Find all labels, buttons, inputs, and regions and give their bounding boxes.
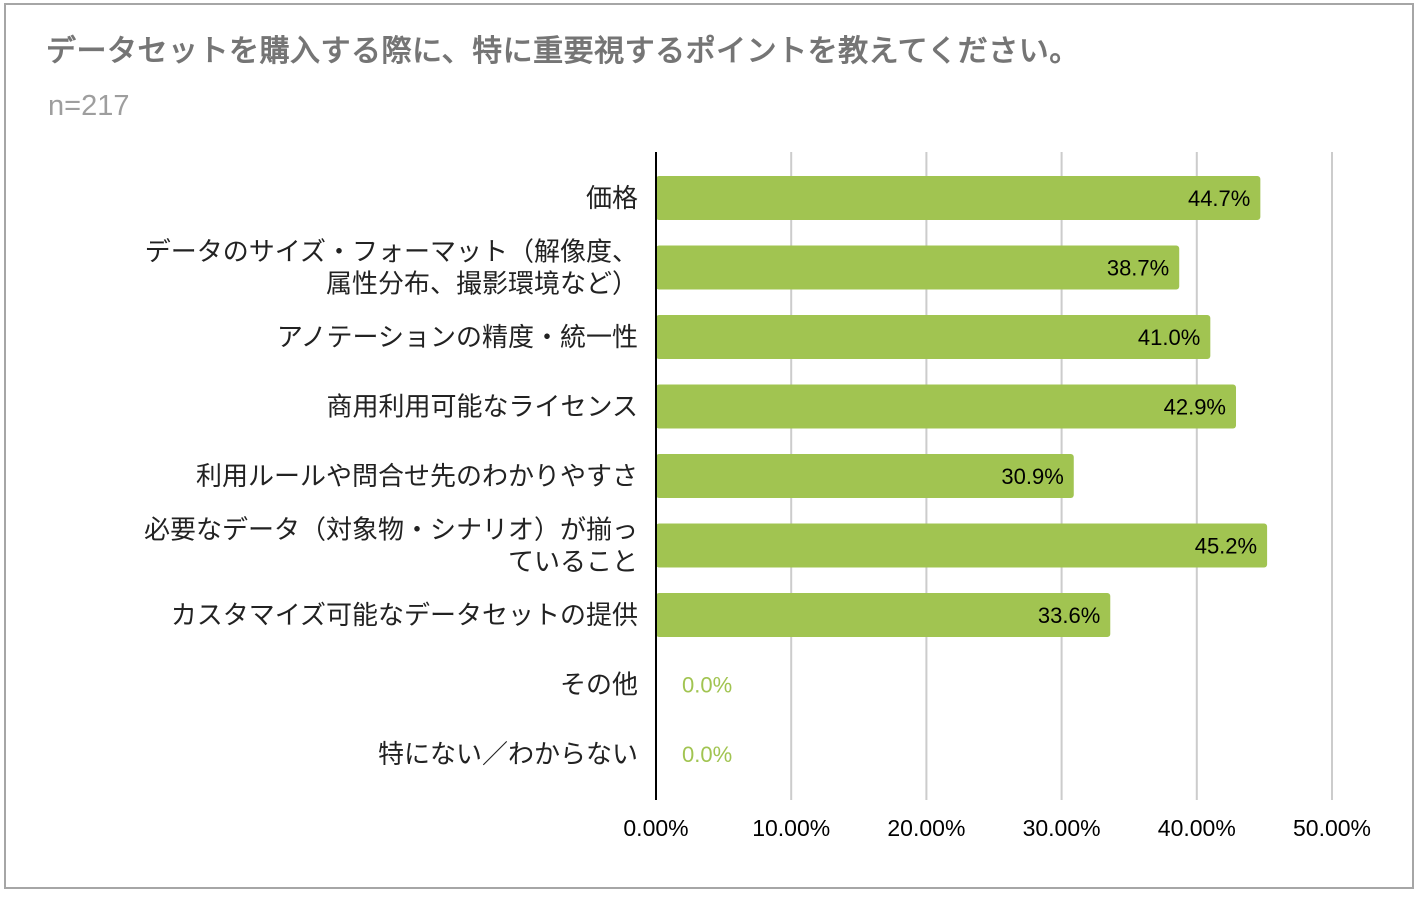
x-tick-label: 50.00% — [1293, 815, 1371, 841]
data-label: 38.7% — [1107, 256, 1169, 281]
data-label: 42.9% — [1164, 395, 1226, 420]
chart-frame — [4, 3, 1414, 889]
category-label: 特にない／わからない — [378, 740, 638, 770]
category-label: その他 — [560, 671, 638, 701]
category-label: データのサイズ・フォーマット（解像度、属性分布、撮影環境など） — [145, 238, 638, 300]
category-label-line: データのサイズ・フォーマット（解像度、 — [145, 238, 638, 268]
category-label-line: その他 — [560, 671, 638, 701]
bars — [656, 176, 1268, 637]
bar — [656, 245, 1180, 290]
bar — [656, 454, 1074, 498]
category-label-line: 必要なデータ（対象物・シナリオ）が揃っ — [144, 516, 638, 546]
data-label: 44.7% — [1188, 186, 1250, 211]
data-label: 30.9% — [1001, 464, 1063, 489]
bar — [656, 593, 1111, 637]
category-label-line: カスタマイズ可能なデータセットの提供 — [171, 601, 638, 631]
category-label: 必要なデータ（対象物・シナリオ）が揃っていること — [144, 516, 638, 578]
category-label: 商用利用可能なライセンス — [327, 393, 638, 423]
category-label-line: 特にない／わからない — [378, 740, 638, 770]
bar — [656, 523, 1268, 568]
data-label: 0.0% — [682, 742, 732, 767]
data-label: 33.6% — [1038, 603, 1100, 628]
bar — [656, 315, 1211, 359]
category-label: カスタマイズ可能なデータセットの提供 — [171, 601, 638, 631]
category-label: 利用ルールや問合せ先のわかりやすさ — [196, 462, 638, 492]
bar — [656, 176, 1261, 220]
data-label: 45.2% — [1195, 534, 1257, 559]
x-tick-label: 40.00% — [1158, 815, 1236, 841]
category-label-line: 商用利用可能なライセンス — [327, 393, 638, 423]
category-label-line: ていること — [508, 548, 638, 578]
category-label-line: 利用ルールや問合せ先のわかりやすさ — [196, 462, 638, 492]
category-label-line: 属性分布、撮影環境など） — [326, 270, 638, 300]
data-label: 0.0% — [682, 673, 732, 698]
category-label: 価格 — [586, 184, 638, 214]
bar — [656, 384, 1237, 429]
x-tick-label: 10.00% — [752, 815, 830, 841]
chart-title: データセットを購入する際に、特に重要視するポイントを教えてください。 — [46, 34, 1080, 69]
chart-subtitle: n=217 — [48, 90, 130, 122]
category-label: アノテーションの精度・統一性 — [277, 323, 638, 353]
x-tick-label: 30.00% — [1023, 815, 1101, 841]
category-label-line: 価格 — [586, 184, 638, 214]
x-tick-label: 20.00% — [887, 815, 965, 841]
labels: 0.00% 10.00% 20.00% 30.00% 40.00% 50.00% 44.7%… — [144, 184, 1371, 841]
data-label: 41.0% — [1138, 325, 1200, 350]
x-tick-label: 0.00% — [623, 815, 688, 841]
category-label-line: アノテーションの精度・統一性 — [277, 323, 638, 353]
